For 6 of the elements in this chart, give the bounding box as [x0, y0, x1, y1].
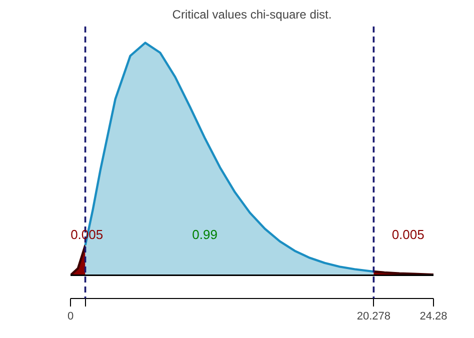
x-tick-label: 0 [67, 310, 74, 322]
chart-title: Critical values chi-square dist. [172, 8, 332, 22]
x-tick-label: 24.28 [420, 310, 448, 322]
x-tick-label: 20.278 [356, 310, 390, 322]
annotation: 0.99 [192, 227, 218, 242]
annotation: 0.005 [392, 227, 424, 242]
